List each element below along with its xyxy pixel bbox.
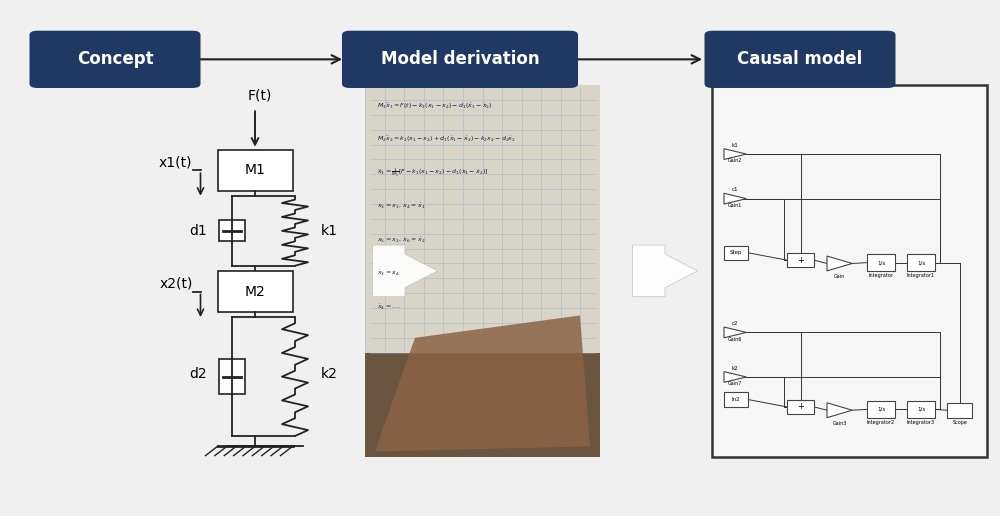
Bar [787,253,814,267]
Text: Causal model: Causal model [737,51,863,68]
Text: F(t): F(t) [248,88,272,102]
Text: Concept: Concept [77,51,153,68]
Polygon shape [724,194,746,204]
Text: Gain1: Gain1 [728,203,742,208]
Polygon shape [373,245,438,297]
Text: In2: In2 [732,397,740,402]
Text: d2: d2 [189,367,207,381]
Text: Gain3: Gain3 [832,421,847,426]
Bar [907,401,935,417]
FancyBboxPatch shape [704,31,896,88]
Text: Integrator2: Integrator2 [867,420,895,425]
Text: Integrator3: Integrator3 [907,420,935,425]
Text: M2: M2 [245,284,265,299]
Polygon shape [724,372,746,382]
Text: k2: k2 [732,366,739,371]
Polygon shape [827,403,852,417]
Text: 1/s: 1/s [917,407,925,412]
Polygon shape [724,149,746,159]
Text: Gain6: Gain6 [728,336,742,342]
Bar [365,85,600,352]
Text: Step: Step [730,250,742,255]
Text: k1: k1 [321,224,338,238]
FancyBboxPatch shape [30,31,200,88]
Bar [724,393,748,407]
Text: +: + [797,402,804,411]
Text: 1/s: 1/s [877,407,885,412]
Bar [907,254,935,271]
Text: c2: c2 [732,321,738,326]
Polygon shape [827,256,852,271]
Bar [867,401,895,417]
Polygon shape [633,245,698,297]
Text: Model derivation: Model derivation [381,51,539,68]
Text: M1: M1 [245,163,265,178]
Text: Gain2: Gain2 [728,158,742,163]
Text: x1(t): x1(t) [159,155,192,170]
Text: Gain7: Gain7 [728,381,742,386]
Text: $\ddot{x}_1 = \frac{1}{M_1}[F - k_1(x_1-x_2) - d_1(\dot{x}_1-\dot{x}_2)]$: $\ddot{x}_1 = \frac{1}{M_1}[F - k_1(x_1-… [377,167,489,179]
Text: k1: k1 [732,143,739,148]
Text: +: + [797,255,804,265]
Text: Integrator1: Integrator1 [907,273,935,279]
Bar [724,246,748,260]
Polygon shape [724,327,746,338]
Text: 1/s: 1/s [917,260,925,265]
Text: Scope: Scope [952,420,967,425]
Text: 1/s: 1/s [877,260,885,265]
Bar [218,150,292,191]
Text: k2: k2 [321,367,338,381]
Bar [947,403,972,417]
Bar [365,85,600,457]
Text: $M_2\ddot{x}_2 = k_1(x_1-x_2) + d_1(\dot{x}_1-\dot{x}_2) - k_2x_2 - d_2\dot{x}_2: $M_2\ddot{x}_2 = k_1(x_1-x_2) + d_1(\dot… [377,135,516,144]
Text: d1: d1 [189,224,207,238]
Text: Integrator: Integrator [868,273,894,279]
Text: c1: c1 [732,187,738,192]
Bar [218,271,292,312]
Bar [712,85,987,457]
Text: $M_1\ddot{x}_1 = F(t) - k_1(x_1-x_2) - d_1(\dot{x}_1-\dot{x}_2)$: $M_1\ddot{x}_1 = F(t) - k_1(x_1-x_2) - d… [377,101,493,110]
FancyBboxPatch shape [342,31,578,88]
Text: $\dot{x}_4 = ...$: $\dot{x}_4 = ...$ [377,302,401,312]
Bar [219,220,245,241]
Text: x2(t): x2(t) [159,277,192,291]
Polygon shape [375,315,590,452]
Text: Gain: Gain [834,274,845,279]
Text: $x_3 = x_1,\; x_4 = \dot{x}_1$: $x_3 = x_1,\; x_4 = \dot{x}_1$ [377,202,425,211]
Bar [867,254,895,271]
Text: $\dot{x}_3 = x_4$: $\dot{x}_3 = x_4$ [377,269,400,278]
Text: $x_5 = x_2,\; x_6 = \dot{x}_2$: $x_5 = x_2,\; x_6 = \dot{x}_2$ [377,235,425,245]
Bar [219,359,245,394]
Bar [787,400,814,414]
